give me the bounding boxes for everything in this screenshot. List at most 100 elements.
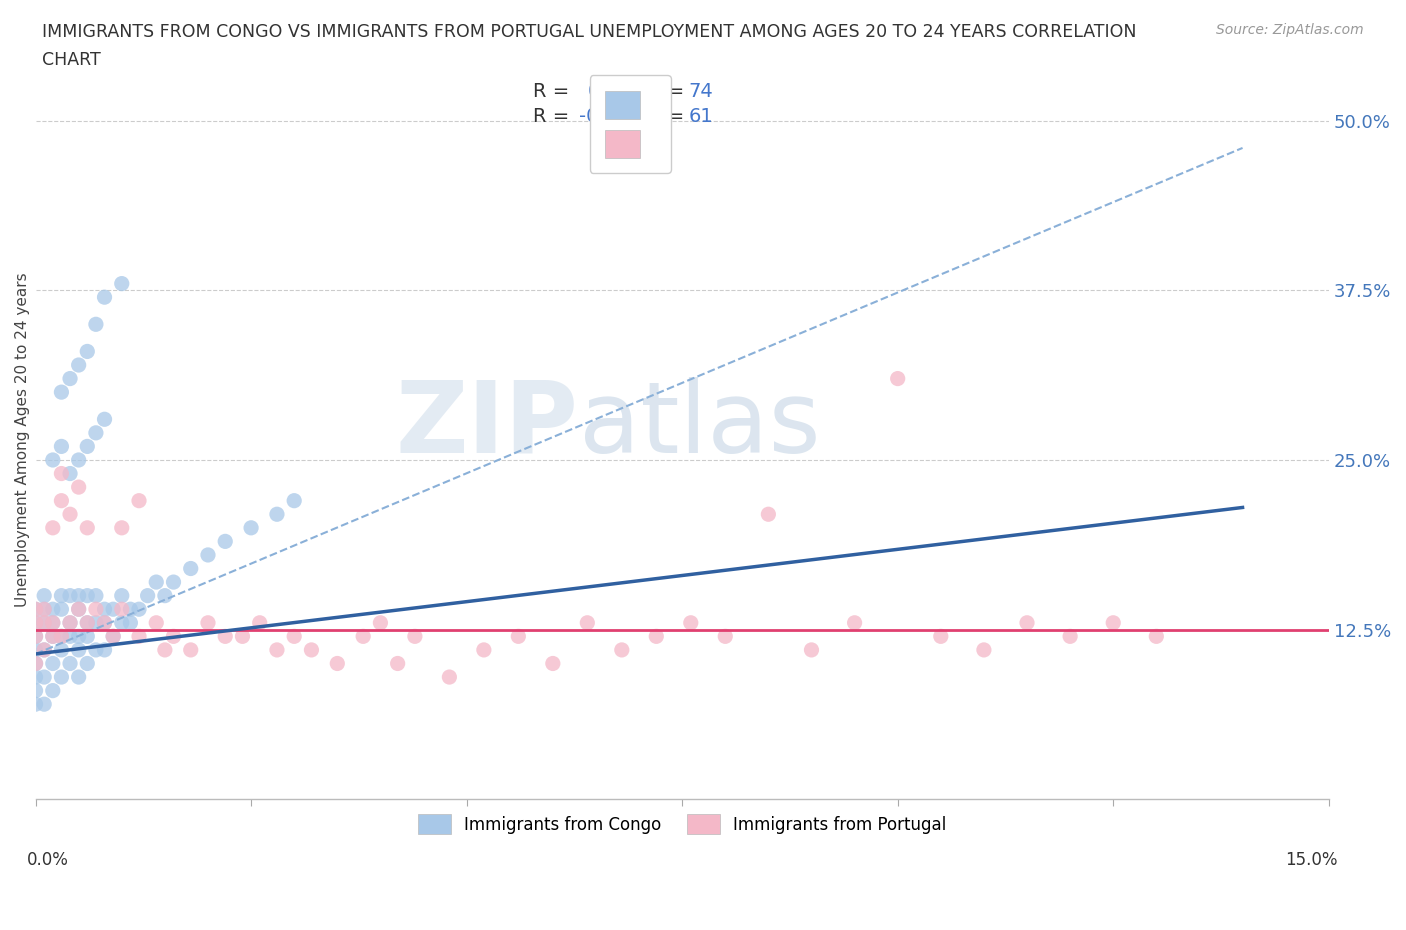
Point	[32, 602, 55, 617]
Point	[93, 602, 115, 617]
Point	[120, 616, 142, 631]
Point	[162, 575, 184, 590]
Point	[93, 616, 115, 631]
Point	[240, 521, 263, 536]
Point	[153, 588, 176, 603]
Point	[24, 602, 46, 617]
Point	[24, 656, 46, 671]
Point	[111, 588, 134, 603]
Point	[32, 643, 55, 658]
Point	[51, 643, 73, 658]
Point	[929, 629, 952, 644]
Point	[800, 643, 823, 658]
Point	[180, 643, 202, 658]
Point	[67, 480, 90, 495]
Point	[576, 616, 599, 631]
Point	[42, 629, 65, 644]
Text: CHART: CHART	[42, 51, 101, 69]
Text: 74: 74	[689, 82, 713, 100]
Text: N =: N =	[647, 107, 690, 126]
Point	[59, 616, 82, 631]
Point	[42, 602, 65, 617]
Point	[32, 602, 55, 617]
Point	[714, 629, 737, 644]
Point	[67, 602, 90, 617]
Point	[67, 588, 90, 603]
Point	[84, 425, 107, 440]
Point	[387, 656, 409, 671]
Point	[24, 697, 46, 711]
Point	[162, 629, 184, 644]
Point	[197, 616, 219, 631]
Point	[24, 616, 46, 631]
Legend: Immigrants from Congo, Immigrants from Portugal: Immigrants from Congo, Immigrants from P…	[411, 807, 953, 841]
Point	[136, 588, 159, 603]
Point	[645, 629, 668, 644]
Point	[76, 439, 98, 454]
Point	[111, 276, 134, 291]
Point	[42, 684, 65, 698]
Text: -0.008: -0.008	[579, 107, 641, 126]
Point	[42, 453, 65, 468]
Point	[76, 521, 98, 536]
Point	[24, 684, 46, 698]
Point	[32, 616, 55, 631]
Point	[24, 629, 46, 644]
Point	[145, 575, 167, 590]
Point	[76, 616, 98, 631]
Point	[679, 616, 702, 631]
Point	[67, 629, 90, 644]
Point	[32, 697, 55, 711]
Point	[214, 534, 236, 549]
Point	[101, 629, 124, 644]
Point	[439, 670, 461, 684]
Point	[51, 385, 73, 400]
Text: Source: ZipAtlas.com: Source: ZipAtlas.com	[1216, 23, 1364, 37]
Point	[214, 629, 236, 644]
Text: 0.0%: 0.0%	[27, 851, 69, 869]
Point	[93, 616, 115, 631]
Point	[67, 643, 90, 658]
Point	[59, 616, 82, 631]
Point	[541, 656, 564, 671]
Point	[24, 656, 46, 671]
Point	[1015, 616, 1038, 631]
Point	[32, 670, 55, 684]
Point	[844, 616, 866, 631]
Point	[42, 521, 65, 536]
Point	[197, 548, 219, 563]
Point	[76, 588, 98, 603]
Point	[128, 602, 150, 617]
Point	[67, 453, 90, 468]
Point	[59, 588, 82, 603]
Point	[1144, 629, 1167, 644]
Point	[59, 507, 82, 522]
Point	[24, 602, 46, 617]
Point	[472, 643, 495, 658]
Point	[404, 629, 426, 644]
Text: N =: N =	[647, 82, 690, 100]
Point	[24, 643, 46, 658]
Text: atlas: atlas	[579, 377, 820, 473]
Point	[42, 629, 65, 644]
Point	[67, 602, 90, 617]
Point	[93, 290, 115, 305]
Point	[76, 344, 98, 359]
Point	[283, 493, 305, 508]
Point	[508, 629, 530, 644]
Point	[886, 371, 908, 386]
Point	[180, 561, 202, 576]
Text: 61: 61	[689, 107, 713, 126]
Point	[51, 466, 73, 481]
Point	[32, 616, 55, 631]
Point	[24, 670, 46, 684]
Point	[153, 643, 176, 658]
Point	[610, 643, 633, 658]
Point	[76, 656, 98, 671]
Point	[51, 602, 73, 617]
Y-axis label: Unemployment Among Ages 20 to 24 years: Unemployment Among Ages 20 to 24 years	[15, 272, 30, 607]
Point	[51, 629, 73, 644]
Point	[32, 643, 55, 658]
Point	[101, 602, 124, 617]
Point	[111, 521, 134, 536]
